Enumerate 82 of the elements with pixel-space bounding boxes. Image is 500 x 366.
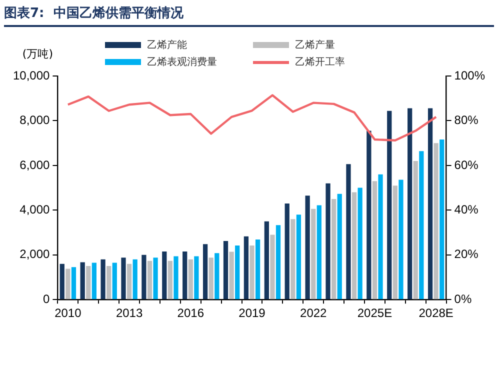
- bar: [92, 262, 96, 300]
- bar: [162, 252, 167, 300]
- bar: [208, 258, 214, 300]
- bar: [194, 256, 199, 300]
- bar: [121, 258, 126, 300]
- bar: [296, 214, 302, 300]
- bar: [71, 267, 76, 300]
- y2-tick-label: 80%: [454, 113, 479, 128]
- bar: [142, 254, 146, 300]
- legend-label: 乙烯开工率: [295, 56, 345, 69]
- bar: [147, 260, 152, 300]
- bar: [214, 253, 220, 300]
- x-tick-label: 2022: [300, 306, 328, 320]
- bar: [202, 244, 208, 300]
- legend-label: 乙烯产能: [147, 38, 187, 52]
- bar: [440, 140, 444, 300]
- y-tick-label: 6,000: [20, 158, 50, 172]
- bar: [174, 256, 178, 300]
- bar: [332, 198, 336, 300]
- bar: [387, 110, 392, 300]
- chart-title: 图表7: 中国乙烯供需平衡情况: [4, 4, 494, 27]
- bar: [392, 186, 398, 300]
- bar: [413, 160, 418, 300]
- bar: [276, 225, 281, 300]
- y2-tick-label: 60%: [454, 158, 479, 172]
- x-tick-label: 2016: [177, 306, 204, 320]
- bar: [378, 174, 383, 300]
- bar: [106, 266, 112, 300]
- bar: [223, 241, 228, 300]
- y2-tick-label: 20%: [454, 247, 479, 262]
- bar: [352, 192, 357, 300]
- legend-label: 乙烯产量: [295, 38, 335, 52]
- x-tick-label: 2010: [54, 306, 82, 320]
- bar: [244, 236, 249, 300]
- y-tick-label: 0: [43, 292, 50, 306]
- bar: [168, 260, 173, 300]
- bar: [182, 252, 188, 300]
- y-tick-label: 4,000: [20, 202, 50, 216]
- bar: [284, 203, 290, 300]
- bar: [255, 239, 260, 300]
- bar: [112, 262, 117, 300]
- bar: [346, 164, 351, 300]
- x-tick-label: 2013: [116, 306, 143, 320]
- bar: [316, 205, 322, 300]
- y-tick-label: 10,000: [13, 68, 50, 82]
- y-tick-label: 8,000: [20, 113, 50, 128]
- bar: [250, 245, 254, 300]
- bar: [126, 264, 132, 300]
- bar: [326, 183, 330, 300]
- bar: [428, 108, 433, 300]
- y2-tick-label: 100%: [454, 68, 486, 82]
- bar: [264, 221, 269, 300]
- bar: [358, 188, 362, 300]
- x-tick-label: 2025E: [357, 306, 392, 320]
- bar: [305, 196, 310, 300]
- legend-label: 乙烯表观消费量: [147, 56, 217, 69]
- bar: [290, 219, 296, 300]
- y2-tick-label: 0%: [454, 292, 472, 306]
- bar: [337, 194, 342, 300]
- bar: [132, 259, 138, 300]
- bar: [66, 268, 70, 300]
- bar: [229, 252, 234, 300]
- bar: [366, 130, 372, 300]
- x-tick-label: 2028E: [418, 306, 454, 320]
- bar: [434, 143, 438, 300]
- bar: [86, 266, 91, 300]
- bar: [60, 264, 64, 300]
- bar: [188, 259, 193, 300]
- bar: [153, 258, 158, 300]
- bar: [80, 262, 85, 300]
- bar: [419, 151, 424, 300]
- bar: [311, 208, 316, 300]
- y-axis-title: (万吨): [22, 47, 53, 60]
- bar: [100, 259, 106, 300]
- bar: [372, 181, 378, 300]
- y2-tick-label: 40%: [454, 202, 479, 216]
- y-tick-label: 2,000: [20, 247, 50, 262]
- bar: [270, 234, 275, 300]
- x-tick-label: 2019: [238, 306, 266, 320]
- bar: [235, 245, 240, 300]
- bar: [408, 108, 412, 300]
- bar: [398, 180, 404, 300]
